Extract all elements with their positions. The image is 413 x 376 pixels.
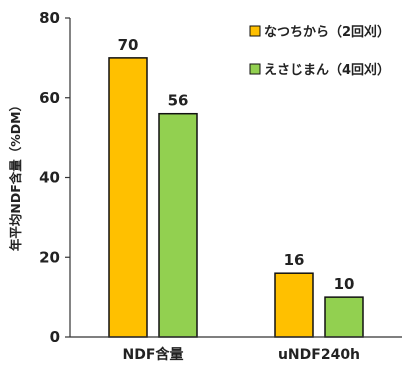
y-tick-label: 80 (39, 9, 60, 27)
legend: なつちから（2回刈） えさじまん（4回刈） (249, 24, 390, 78)
data-label: 10 (334, 275, 355, 293)
bar (108, 57, 148, 338)
y-tick-label: 20 (39, 248, 60, 266)
y-tick-label: 60 (39, 89, 60, 107)
x-axis: NDF含量 uNDF240h (70, 336, 402, 363)
y-tick-label: 40 (39, 169, 60, 187)
data-label: 16 (284, 251, 305, 269)
bar (274, 272, 314, 338)
y-axis: 0 20 40 60 80 (39, 9, 71, 346)
legend-label: えさじまん（4回刈） (264, 62, 390, 78)
x-tick-label: uNDF240h (278, 347, 360, 363)
bars: 70 56 16 10 (108, 36, 364, 338)
data-label: 70 (118, 36, 139, 54)
bar (324, 296, 364, 338)
data-label: 56 (168, 92, 189, 110)
y-axis-title: 年平均NDF含量（%DM） (8, 99, 23, 251)
legend-label: なつちから（2回刈） (264, 24, 390, 40)
x-tick-label: NDF含量 (123, 346, 184, 363)
legend-swatch (249, 25, 261, 37)
bar (158, 112, 198, 338)
legend-swatch (249, 63, 261, 75)
y-tick-label: 0 (50, 328, 60, 346)
